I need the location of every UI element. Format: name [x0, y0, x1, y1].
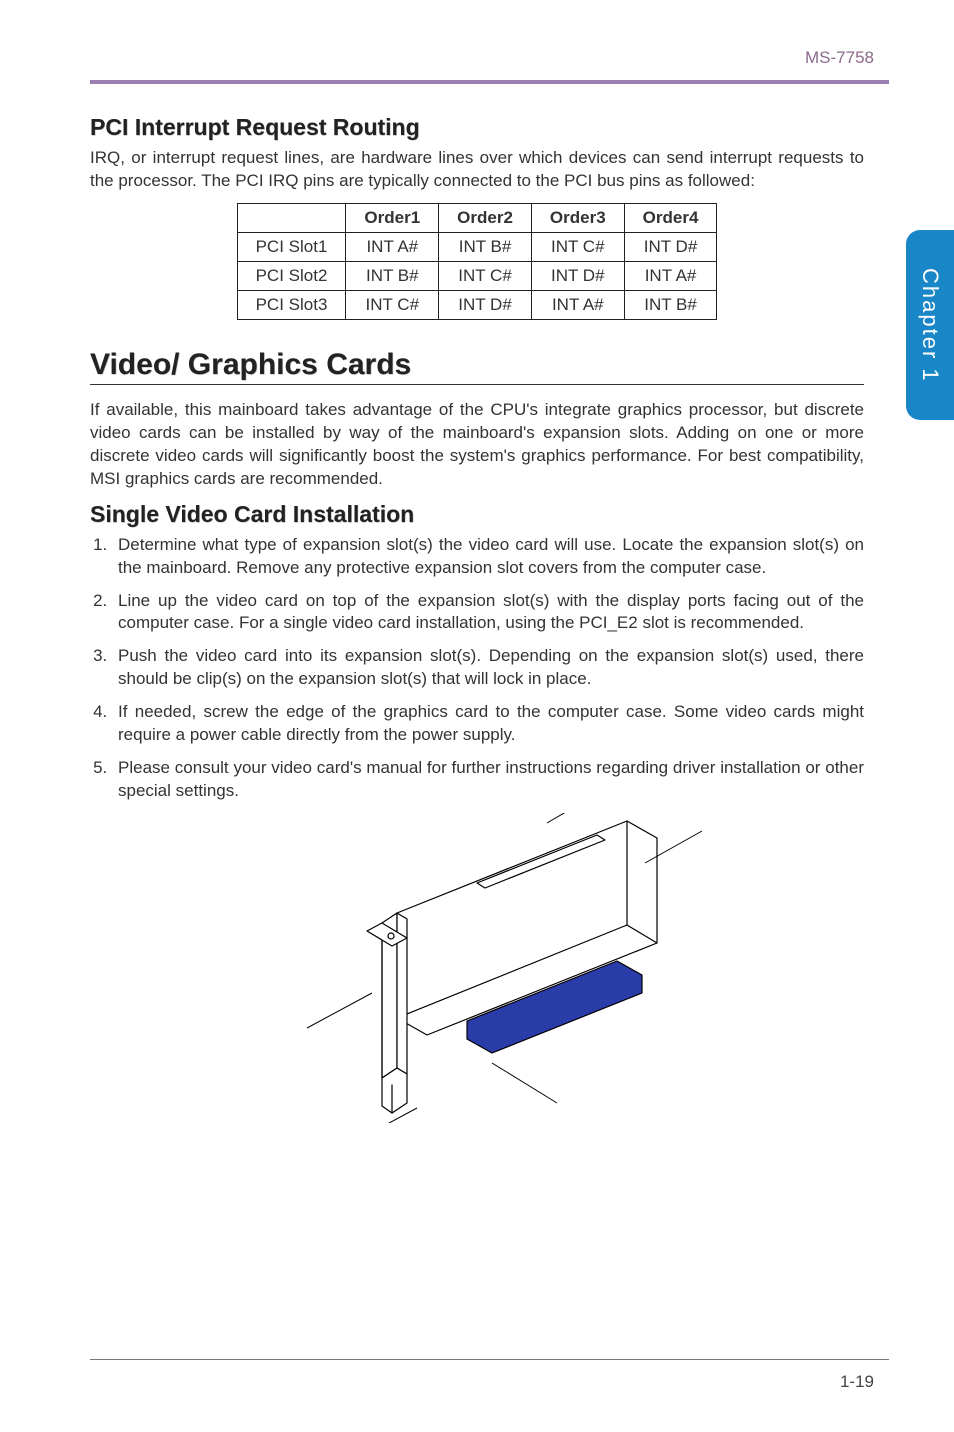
chapter-tab: Chapter 1	[906, 230, 954, 420]
list-item: Please consult your video card's manual …	[112, 757, 864, 803]
doc-header-code: MS-7758	[805, 48, 874, 68]
table-cell: INT D#	[624, 232, 717, 261]
single-card-subheading: Single Video Card Installation	[90, 501, 864, 528]
table-cell: INT B#	[624, 290, 717, 319]
list-item: Determine what type of expansion slot(s)…	[112, 534, 864, 580]
irq-table: Order1 Order2 Order3 Order4 PCI Slot1 IN…	[237, 203, 718, 320]
footer-divider	[90, 1359, 889, 1360]
table-cell: INT B#	[439, 232, 532, 261]
list-item: Push the video card into its expansion s…	[112, 645, 864, 691]
list-item: Line up the video card on top of the exp…	[112, 590, 864, 636]
irq-paragraph: IRQ, or interrupt request lines, are har…	[90, 147, 864, 193]
table-cell: INT A#	[531, 290, 624, 319]
table-header	[237, 203, 346, 232]
table-cell: INT B#	[346, 261, 439, 290]
header-divider	[90, 80, 889, 84]
video-heading: Video/ Graphics Cards	[90, 348, 864, 382]
table-cell: INT C#	[346, 290, 439, 319]
table-cell: INT C#	[531, 232, 624, 261]
table-cell: INT D#	[531, 261, 624, 290]
heading-divider	[90, 384, 864, 385]
table-cell: PCI Slot1	[237, 232, 346, 261]
table-cell: PCI Slot2	[237, 261, 346, 290]
table-row: PCI Slot2 INT B# INT C# INT D# INT A#	[237, 261, 717, 290]
graphics-card-svg	[247, 813, 707, 1123]
table-cell: INT A#	[346, 232, 439, 261]
table-cell: INT D#	[439, 290, 532, 319]
install-steps-list: Determine what type of expansion slot(s)…	[112, 534, 864, 803]
table-row: PCI Slot3 INT C# INT D# INT A# INT B#	[237, 290, 717, 319]
list-item: If needed, screw the edge of the graphic…	[112, 701, 864, 747]
table-header: Order2	[439, 203, 532, 232]
table-header: Order4	[624, 203, 717, 232]
table-header: Order3	[531, 203, 624, 232]
card-illustration	[90, 813, 864, 1128]
page-number: 1-19	[840, 1372, 874, 1392]
table-row: PCI Slot1 INT A# INT B# INT C# INT D#	[237, 232, 717, 261]
irq-heading: PCI Interrupt Request Routing	[90, 114, 864, 141]
table-cell: PCI Slot3	[237, 290, 346, 319]
table-cell: INT C#	[439, 261, 532, 290]
table-cell: INT A#	[624, 261, 717, 290]
table-row: Order1 Order2 Order3 Order4	[237, 203, 717, 232]
table-header: Order1	[346, 203, 439, 232]
video-intro-paragraph: If available, this mainboard takes advan…	[90, 399, 864, 491]
